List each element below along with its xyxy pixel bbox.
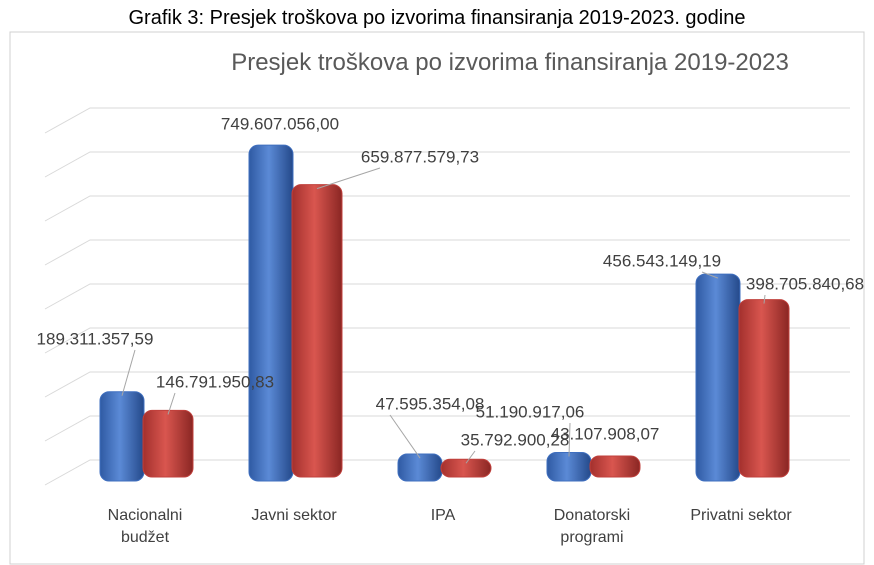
x-tick-label: Privatni sektor xyxy=(690,507,792,524)
x-tick-label: Javni sektor xyxy=(251,507,337,524)
leader-line xyxy=(701,271,719,279)
grid-line xyxy=(44,107,850,134)
grid-line xyxy=(44,327,850,354)
grid-line xyxy=(44,151,850,178)
bar xyxy=(546,451,592,482)
bar xyxy=(142,409,194,478)
bar xyxy=(291,184,343,478)
chart-title: Presjek troškova po izvorima finansiranj… xyxy=(231,49,789,76)
grid-line xyxy=(44,283,850,310)
bar xyxy=(440,458,492,478)
leader-line xyxy=(389,414,421,459)
grid-line xyxy=(44,371,850,398)
bar xyxy=(738,299,790,478)
x-tick-label: Nacionalni budžet xyxy=(107,507,183,546)
caption: Grafik 3: Presjek troškova po izvorima f… xyxy=(129,7,746,29)
data-label: 749.607.056,00 xyxy=(221,114,339,133)
data-label: 398.705.840,68 xyxy=(746,274,864,293)
leader-line xyxy=(167,392,176,415)
data-label: 659.877.579,73 xyxy=(361,147,479,166)
data-label: 43.107.908,07 xyxy=(551,424,660,443)
leader-line xyxy=(121,349,136,396)
data-label: 35.792.900,28 xyxy=(461,430,570,449)
data-label: 456.543.149,19 xyxy=(603,251,721,270)
grid-line xyxy=(44,239,850,266)
bar xyxy=(99,391,145,482)
chart-frame xyxy=(9,31,865,565)
data-label: 189.311.357,59 xyxy=(37,329,154,348)
bar xyxy=(695,273,741,482)
grid-line xyxy=(44,415,850,442)
leader-line xyxy=(465,450,476,464)
data-label: 146.791.950,83 xyxy=(156,372,274,391)
data-label: 51.190.917,06 xyxy=(476,402,585,421)
bar xyxy=(589,455,641,478)
leader-line xyxy=(568,422,571,457)
x-tick-label: IPA xyxy=(430,507,456,524)
bar xyxy=(248,144,294,482)
leader-line xyxy=(316,167,381,190)
x-tick-label: Donatorski programi xyxy=(553,507,631,546)
data-label: 47.595.354,08 xyxy=(376,394,485,413)
grid-line xyxy=(44,195,850,222)
leader-line xyxy=(763,294,766,304)
bar xyxy=(397,453,443,482)
